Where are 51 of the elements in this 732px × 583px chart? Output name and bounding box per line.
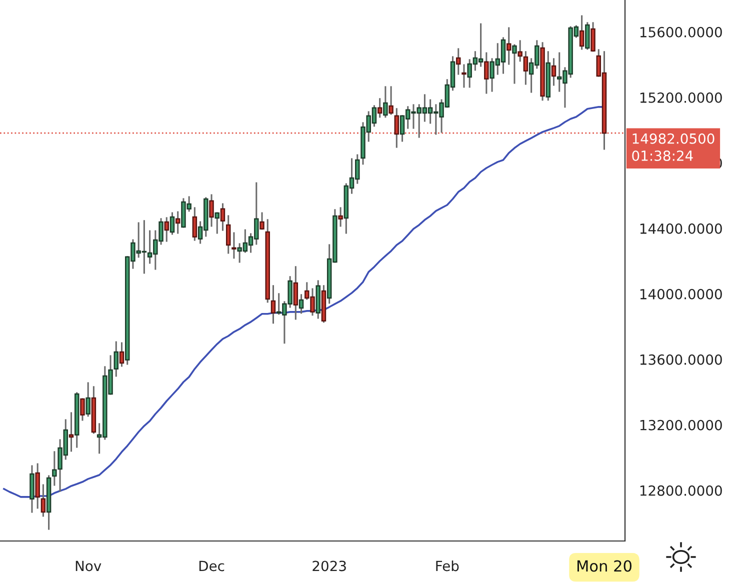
candlestick [377, 98, 382, 118]
candlestick [68, 412, 74, 452]
candlestick [86, 382, 90, 417]
candlestick [298, 294, 304, 314]
x-tick-label: Feb [436, 560, 459, 572]
candlestick [40, 484, 46, 517]
text: 01:38:24 [632, 150, 693, 161]
candlestick [192, 207, 198, 241]
text: Mon 20 [577, 560, 632, 572]
ref-line-label: 14982.0500 [632, 133, 714, 144]
candlestick [209, 194, 214, 227]
y-tick-label: 14000.0000 [640, 288, 722, 300]
candlestick [551, 58, 556, 86]
candlestick [226, 215, 231, 254]
candlestick [214, 212, 220, 234]
candlestick [175, 211, 180, 234]
x-tick-label: Dec [199, 560, 224, 572]
y-tick-label: 12800.0000 [640, 485, 722, 496]
candlestick [456, 48, 461, 75]
candlestick [119, 342, 124, 367]
candlestick [512, 44, 517, 84]
candlestick [35, 463, 40, 509]
candlestick [518, 40, 522, 62]
candlestick [338, 207, 343, 227]
candlestick [388, 86, 394, 115]
candlestick [80, 398, 85, 421]
x-tick-label: Nov [76, 560, 102, 572]
x-tick-label: 2023 [312, 560, 346, 572]
candlestick [260, 212, 264, 230]
y-tick-label: 15600.0000 [640, 26, 722, 38]
y-tick-label: 15200.0000 [640, 92, 722, 103]
candlestick [585, 22, 590, 50]
candlestick [270, 285, 276, 324]
candlestick [293, 266, 298, 320]
candlestick [170, 212, 175, 235]
candlestick [164, 217, 169, 242]
candlestick [52, 451, 57, 486]
candlestick [383, 86, 388, 118]
y-tick-label: 13200.0000 [640, 420, 722, 430]
candlestick [506, 27, 512, 65]
candlestick [484, 52, 489, 94]
candlestick [114, 341, 118, 377]
candlestick [232, 232, 236, 259]
candlestick [590, 22, 596, 52]
candlestick [523, 51, 528, 85]
candlestick [579, 15, 584, 50]
candlestick [462, 64, 466, 88]
y-tick-label: 14400.0000 [640, 223, 722, 234]
y-tick-label: 13600.0000 [640, 354, 722, 365]
candlestick [220, 203, 226, 231]
candlestick [394, 108, 400, 148]
